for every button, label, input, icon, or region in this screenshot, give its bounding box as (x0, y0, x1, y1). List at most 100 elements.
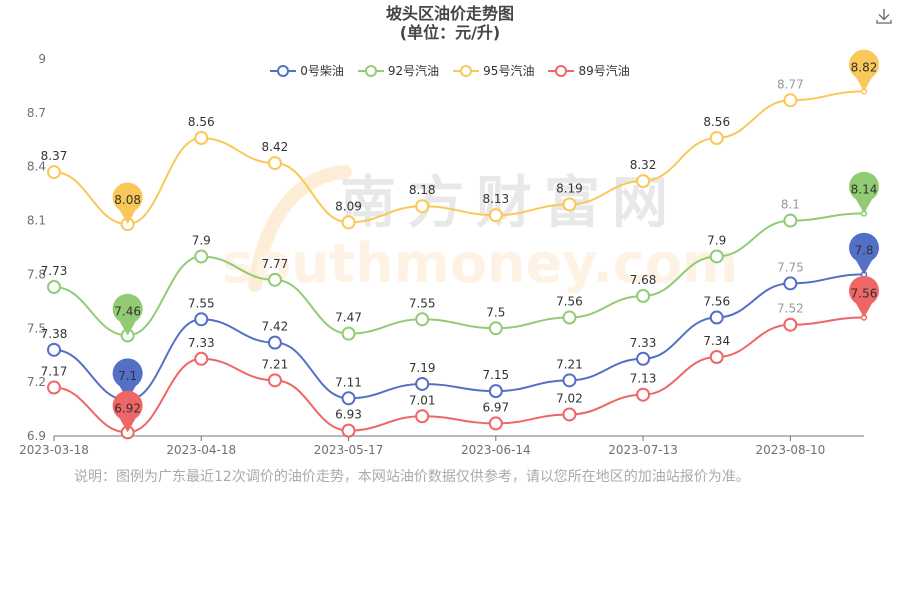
chart-title-line1: 坡头区油价走势图 (385, 4, 514, 23)
y-tick-label: 7.8 (27, 267, 46, 281)
data-point (488, 384, 503, 399)
pin-label: 8.82 (851, 60, 878, 74)
axes: 6.9 7.2 7.5 7.8 8.1 8.4 8.7 9 2023-03-18 2023-04-… (19, 52, 864, 457)
data-label: 7.38 (41, 327, 68, 341)
data-label: 6.93 (335, 408, 362, 422)
x-tick-label: 2023-06-14 (461, 443, 531, 457)
legend-item-2[interactable]: 95号汽油 (453, 62, 534, 79)
data-label: 8.09 (335, 199, 362, 213)
x-tick-label: 2023-05-17 (314, 443, 384, 457)
data-label: 7.56 (556, 295, 583, 309)
data-label: 8.56 (703, 115, 730, 129)
legend-item-1[interactable]: 92号汽油 (357, 62, 439, 79)
data-label: 8.42 (262, 140, 289, 154)
data-point (415, 312, 430, 327)
data-point (562, 407, 577, 422)
data-point (636, 387, 651, 402)
data-label: 8.13 (482, 192, 509, 206)
legend-line-circle-icon (270, 64, 297, 77)
data-label: 7.34 (703, 334, 730, 348)
pin-label: 7.56 (851, 287, 878, 301)
data-point (415, 376, 430, 391)
data-point (783, 93, 798, 108)
data-label: 7.11 (335, 375, 362, 389)
data-point (194, 312, 209, 327)
data-point (47, 279, 61, 294)
x-tick-label: 2023-04-18 (166, 443, 236, 457)
chart-title: 坡头区油价走势图 (单位：元/升) (0, 4, 900, 42)
pin-shape (849, 275, 879, 318)
y-tick-label: 6.9 (27, 429, 46, 443)
data-label: 8.18 (409, 183, 436, 197)
legend-line-circle-icon (548, 64, 575, 77)
data-label: 7.9 (707, 233, 726, 247)
data-label: 7.5 (486, 305, 505, 319)
legend-item-3[interactable]: 89号汽油 (548, 62, 630, 79)
data-point (636, 288, 651, 303)
data-label: 8.37 (41, 149, 68, 163)
data-point (488, 208, 503, 223)
data-point (709, 249, 724, 264)
data-label: 8.56 (188, 115, 215, 129)
pin-label: 6.92 (114, 401, 141, 415)
download-icon[interactable] (874, 6, 894, 26)
data-point (562, 197, 577, 212)
data-label: 7.73 (41, 264, 68, 278)
data-point (783, 276, 798, 291)
legend-line-circle-icon (357, 64, 384, 77)
chart-legend: 0号柴油 92号汽油 95号汽油 89号汽油 (0, 62, 900, 79)
data-label: 7.19 (409, 361, 436, 375)
data-label: 7.47 (335, 311, 362, 325)
data-label: 7.13 (630, 372, 657, 386)
chart-title-line2: (单位：元/升) (399, 23, 501, 42)
data-label: 8.19 (556, 181, 583, 195)
data-point (636, 351, 651, 366)
y-tick-label: 8.1 (27, 214, 46, 228)
data-point (562, 310, 577, 325)
extreme-pin: 8.14 (849, 171, 879, 214)
data-point (194, 249, 209, 264)
data-label: 7.55 (409, 296, 436, 310)
data-point (341, 391, 356, 406)
data-point (47, 380, 61, 395)
pin-shape (112, 182, 143, 225)
data-label: 8.32 (630, 158, 657, 172)
watermark-text: 南方财富网 (340, 171, 680, 236)
extreme-pin: 7.8 (849, 232, 879, 275)
x-tick-label: 2023-08-10 (755, 443, 825, 457)
data-label: 7.52 (777, 302, 804, 316)
pin-shape (112, 390, 143, 433)
data-point (783, 317, 798, 332)
data-point (341, 215, 356, 230)
watermark-url: southmoney.com (222, 232, 739, 295)
data-label: 8.1 (781, 198, 800, 212)
x-tick-label: 2023-07-13 (608, 443, 678, 457)
pin-shape (849, 49, 879, 92)
data-label: 7.77 (262, 257, 289, 271)
data-label: 7.33 (188, 336, 215, 350)
pin-label: 7.46 (114, 304, 141, 318)
data-label: 7.75 (777, 260, 804, 274)
data-label: 7.21 (556, 357, 583, 371)
y-tick-label: 7.5 (27, 321, 46, 335)
y-tick-label: 9 (38, 52, 46, 66)
legend-line-circle-icon (453, 64, 480, 77)
data-point (709, 130, 724, 145)
data-point (267, 335, 282, 350)
legend-item-0[interactable]: 0号柴油 (270, 62, 344, 79)
x-tick-label: 2023-03-18 (19, 443, 89, 457)
watermark: 南方财富网 southmoney.com (222, 165, 739, 295)
y-tick-label: 8.4 (27, 160, 46, 174)
data-point (709, 310, 724, 325)
pin-shape (112, 293, 143, 336)
data-label: 7.21 (262, 357, 289, 371)
data-point (267, 156, 282, 171)
data-point (709, 350, 724, 365)
data-point (341, 326, 356, 341)
extreme-pin: 7.56 (849, 275, 879, 318)
data-point (488, 416, 503, 431)
pin-shape (112, 358, 143, 401)
data-labels: 7.38 7.55 7.42 7.11 7.19 7.15 7.21 7.33 7.56 7.75… (41, 77, 804, 421)
data-label: 7.02 (556, 391, 583, 405)
data-point (194, 351, 209, 366)
